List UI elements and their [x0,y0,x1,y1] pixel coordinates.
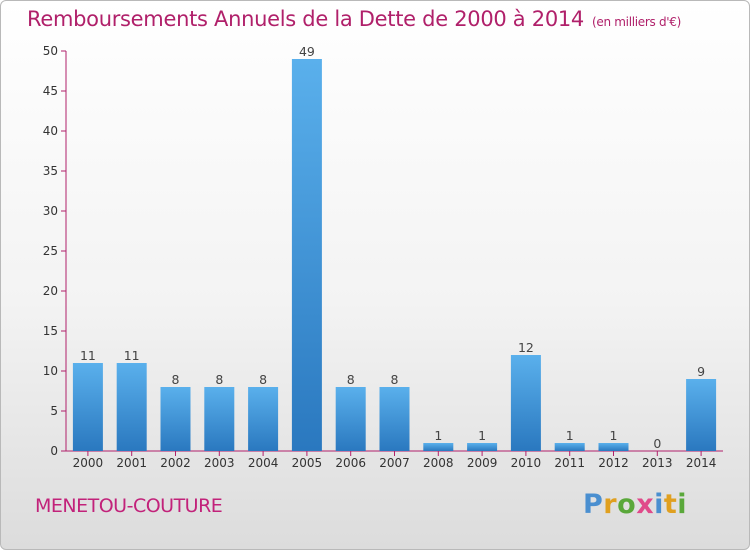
x-tick-label: 2005 [292,456,323,470]
y-tick-label: 0 [50,444,58,458]
bar-value-label: 8 [391,372,399,387]
x-tick-label: 2012 [598,456,629,470]
bar [467,443,498,451]
logo-letter: i [677,489,688,520]
x-tick-label: 2008 [423,456,454,470]
bar [72,363,103,451]
bar-value-label: 1 [478,428,486,443]
bar [598,443,629,451]
x-tick-label: 2014 [686,456,717,470]
bar [379,387,410,451]
x-tick-label: 2003 [204,456,235,470]
logo-letter: x [636,489,655,520]
bar [291,59,322,451]
bar-value-label: 1 [566,428,574,443]
bar-value-label: 0 [653,436,661,451]
bar [554,443,585,451]
x-tick-label: 2001 [116,456,147,470]
proxiti-logo: Proxiti [583,489,687,520]
x-tick-label: 2006 [335,456,366,470]
x-tick-label: 2007 [379,456,410,470]
x-tick-label: 2011 [554,456,585,470]
logo-letter: t [663,489,678,520]
bar-value-label: 11 [80,348,96,363]
bar [116,363,147,451]
bar [686,379,717,451]
bar-value-label: 8 [347,372,355,387]
x-tick-label: 2004 [248,456,279,470]
bar-value-label: 12 [518,340,534,355]
x-tick-label: 2002 [160,456,191,470]
logo-letter: P [583,489,604,520]
logo-letter: r [603,489,618,520]
x-tick-label: 2009 [467,456,498,470]
y-axis: 0 5 10 15 20 25 30 35 40 45 50 [43,44,67,458]
y-tick-label: 45 [43,84,58,98]
y-tick-label: 50 [43,44,58,58]
bar [510,355,541,451]
bar [248,387,279,451]
y-tick-label: 35 [43,164,58,178]
bar-value-label: 11 [124,348,140,363]
bar-value-label: 8 [215,372,223,387]
bar-value-label: 9 [697,364,705,379]
bar-value-label: 1 [610,428,618,443]
bar [423,443,454,451]
chart-title: Remboursements Annuels de la Dette de 20… [27,7,681,31]
logo-letter: i [654,489,664,520]
y-tick-label: 10 [43,364,58,378]
y-tick-label: 25 [43,244,58,258]
y-tick-label: 15 [43,324,58,338]
y-tick-label: 5 [50,404,58,418]
y-tick-label: 30 [43,204,58,218]
y-tick-label: 20 [43,284,58,298]
bar-value-label: 8 [259,372,267,387]
x-tick-label: 2000 [73,456,104,470]
bar-value-label: 8 [172,372,180,387]
chart-title-text: Remboursements Annuels de la Dette de 20… [27,7,584,31]
logo-letter: o [617,489,637,520]
x-tick-label: 2013 [642,456,673,470]
x-axis: 2000 2001 2002 2003 2004 2005 2006 2007 2008 2009… [66,450,723,470]
x-tick-label: 2010 [511,456,542,470]
bar-value-label: 49 [299,44,315,59]
bar [335,387,366,451]
commune-name: MENETOU-COUTURE [35,495,223,517]
bar [204,387,235,451]
chart-title-unit: (en milliers d'€) [592,15,682,29]
y-tick-label: 40 [43,124,58,138]
bar [160,387,191,451]
bar-value-label: 1 [434,428,442,443]
